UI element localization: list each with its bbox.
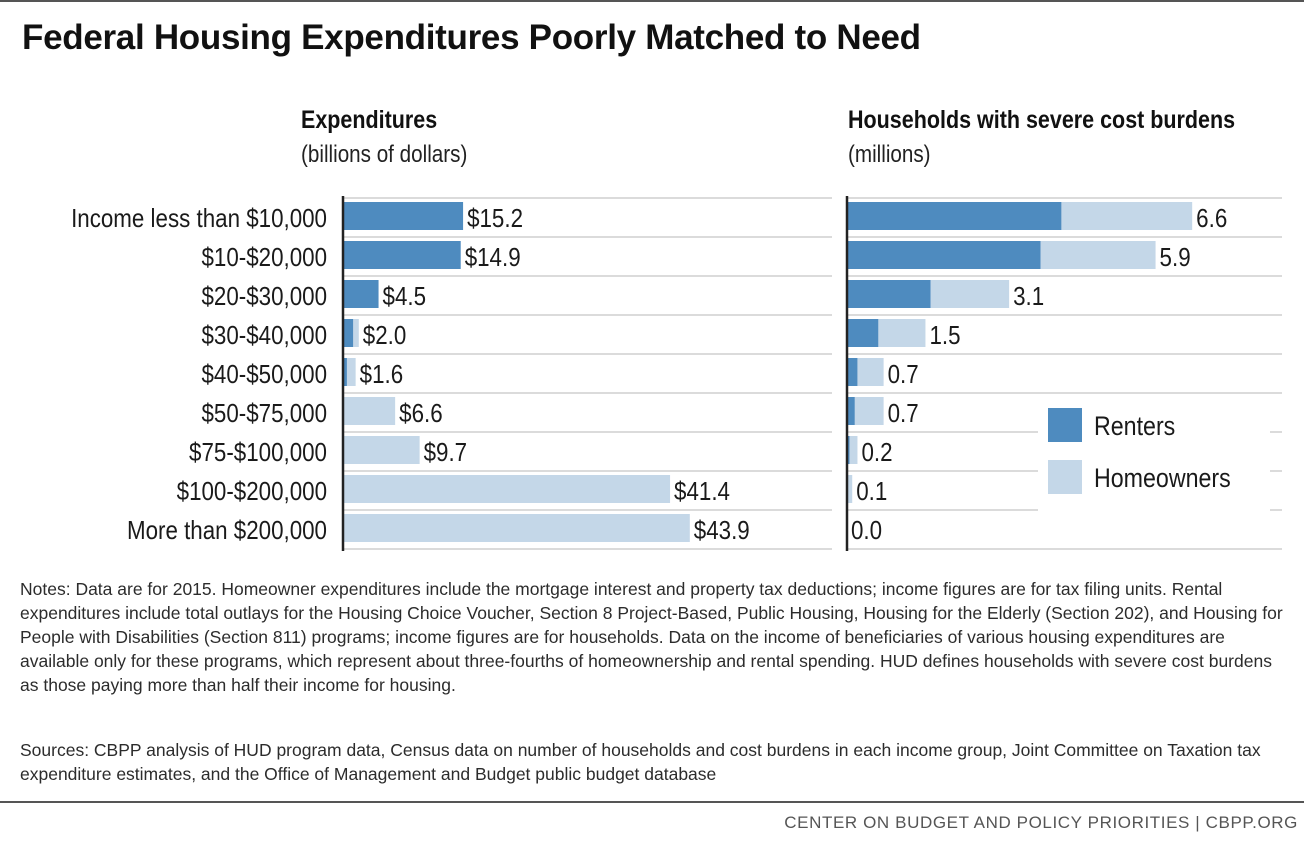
expenditures-panel-title: Expenditures bbox=[301, 106, 438, 134]
category-label: Income less than $10,000 bbox=[71, 204, 327, 233]
households-renters-bar bbox=[847, 397, 855, 425]
expenditures-data-label: $6.6 bbox=[399, 399, 442, 428]
households-homeowners-bar bbox=[1040, 241, 1156, 269]
households-data-label: 0.0 bbox=[851, 516, 882, 545]
chart-sources: Sources: CBPP analysis of HUD program da… bbox=[20, 740, 1261, 784]
households-homeowners-bar bbox=[848, 475, 853, 503]
expenditures-homeowners-bar bbox=[353, 319, 359, 347]
expenditures-data-label: $9.7 bbox=[424, 438, 467, 467]
legend-label-homeowners: Homeowners bbox=[1094, 463, 1231, 493]
footer-credit: CENTER ON BUDGET AND POLICY PRIORITIES |… bbox=[784, 813, 1298, 832]
legend-swatch-renters bbox=[1048, 408, 1082, 442]
expenditures-panel-subtitle: (billions of dollars) bbox=[301, 141, 468, 168]
households-data-label: 1.5 bbox=[929, 321, 960, 350]
expenditures-data-label: $43.9 bbox=[694, 516, 750, 545]
households-panel-title: Households with severe cost burdens bbox=[848, 106, 1236, 134]
households-data-label: 0.1 bbox=[856, 477, 887, 506]
expenditures-renters-bar bbox=[343, 241, 461, 269]
expenditures-homeowners-bar bbox=[343, 514, 690, 542]
category-label: More than $200,000 bbox=[127, 516, 327, 545]
expenditures-homeowners-bar bbox=[346, 358, 356, 386]
households-homeowners-bar bbox=[930, 280, 1010, 308]
households-renters-bar bbox=[847, 241, 1041, 269]
households-data-label: 0.2 bbox=[861, 438, 892, 467]
households-data-label: 0.7 bbox=[888, 360, 919, 389]
category-label: $10-$20,000 bbox=[201, 243, 327, 272]
expenditures-data-label: $2.0 bbox=[363, 321, 406, 350]
expenditures-data-label: $4.5 bbox=[383, 282, 426, 311]
households-renters-bar bbox=[847, 319, 879, 347]
expenditures-homeowners-bar bbox=[343, 475, 671, 503]
legend-swatch-homeowners bbox=[1048, 460, 1082, 494]
expenditures-data-label: $1.6 bbox=[360, 360, 403, 389]
households-renters-bar bbox=[847, 358, 858, 386]
chart-notes: Notes: Data are for 2015. Homeowner expe… bbox=[20, 579, 1283, 695]
category-label: $50-$75,000 bbox=[201, 399, 327, 428]
expenditures-homeowners-bar bbox=[343, 436, 420, 464]
households-data-label: 0.7 bbox=[888, 399, 919, 428]
households-data-label: 5.9 bbox=[1160, 243, 1191, 272]
households-homeowners-bar bbox=[849, 436, 858, 464]
category-label: $30-$40,000 bbox=[201, 321, 327, 350]
bottom-rule bbox=[0, 801, 1304, 803]
expenditures-renters-bar bbox=[343, 280, 379, 308]
households-data-label: 3.1 bbox=[1013, 282, 1044, 311]
households-homeowners-bar bbox=[878, 319, 926, 347]
expenditures-data-label: $14.9 bbox=[465, 243, 521, 272]
category-label: $40-$50,000 bbox=[201, 360, 327, 389]
expenditures-data-label: $15.2 bbox=[467, 204, 523, 233]
households-data-label: 6.6 bbox=[1196, 204, 1227, 233]
expenditures-homeowners-bar bbox=[343, 397, 396, 425]
legend-label-renters: Renters bbox=[1094, 411, 1175, 441]
households-homeowners-bar bbox=[857, 358, 884, 386]
category-label: $75-$100,000 bbox=[189, 438, 327, 467]
households-renters-bar bbox=[847, 436, 850, 464]
households-homeowners-bar bbox=[1061, 202, 1193, 230]
households-homeowners-bar bbox=[854, 397, 884, 425]
expenditures-renters-bar bbox=[343, 202, 464, 230]
category-label: $100-$200,000 bbox=[177, 477, 327, 506]
housing-chart: Income less than $10,000 $10-$20,000 $20-$… bbox=[71, 196, 1282, 551]
expenditures-data-label: $41.4 bbox=[674, 477, 730, 506]
top-rule bbox=[0, 0, 1304, 2]
households-renters-bar bbox=[847, 280, 931, 308]
chart-title: Federal Housing Expenditures Poorly Matc… bbox=[22, 18, 921, 57]
expenditures-renters-bar bbox=[343, 358, 347, 386]
expenditures-renters-bar bbox=[343, 319, 354, 347]
households-panel-subtitle: (millions) bbox=[848, 141, 931, 168]
category-label: $20-$30,000 bbox=[201, 282, 327, 311]
households-renters-bar bbox=[847, 202, 1062, 230]
